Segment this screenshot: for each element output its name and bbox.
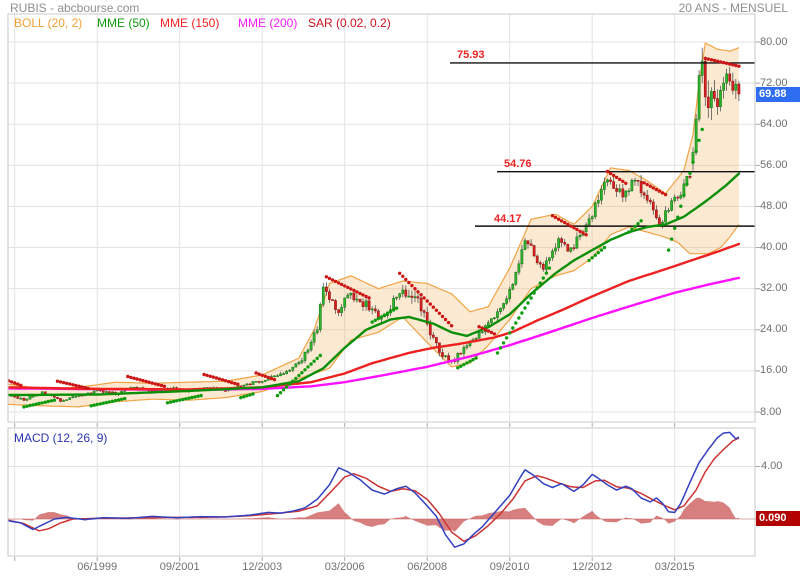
price-axis-label: 32.00 <box>760 282 788 295</box>
price-axis-label: 64.00 <box>760 117 788 130</box>
legend-item-5: SAR (0.02, 0.2) <box>308 16 391 30</box>
price-axis-label: 16.00 <box>760 364 788 377</box>
macd-label: MACD (12, 26, 9) <box>14 431 108 445</box>
chart-period-label: 20 ANS - MENSUEL <box>678 1 788 15</box>
price-level-label: 54.76 <box>504 158 532 171</box>
price-axis-label: 8.00 <box>760 405 782 418</box>
time-axis-label: 12/2012 <box>572 561 613 573</box>
price-axis-label: 48.00 <box>760 199 788 212</box>
legend-item-4: MME (200) <box>238 16 298 30</box>
time-axis-label: 09/2010 <box>489 561 530 573</box>
price-axis-label: 56.00 <box>760 158 788 171</box>
price-axis-label: 80.00 <box>760 35 788 48</box>
legend-item-1: BOLL (20, 2) <box>14 16 83 30</box>
time-axis-label: 06/2008 <box>407 561 448 573</box>
time-axis-label: 06/1999 <box>77 561 118 573</box>
legend-item-3: MME (150) <box>160 16 220 30</box>
price-level-label: 75.93 <box>457 49 485 62</box>
time-axis-label: 09/2001 <box>159 561 200 573</box>
macd-value-badge: 0.090 <box>756 511 800 526</box>
price-axis-label: 72.00 <box>760 76 788 89</box>
time-axis-label: 12/2003 <box>242 561 283 573</box>
time-axis-label: 03/2015 <box>654 561 695 573</box>
time-axis-label: 03/2006 <box>324 561 365 573</box>
chart-title: RUBIS - abcbourse.com <box>10 1 140 15</box>
price-axis-label: 24.00 <box>760 323 788 336</box>
price-axis-label: 40.00 <box>760 241 788 254</box>
macd-axis-tick-label: 4.00 <box>761 460 783 472</box>
price-level-label: 44.17 <box>494 212 522 225</box>
last-price-badge: 69.88 <box>756 87 800 102</box>
legend-item-2: MME (50) <box>97 16 150 30</box>
